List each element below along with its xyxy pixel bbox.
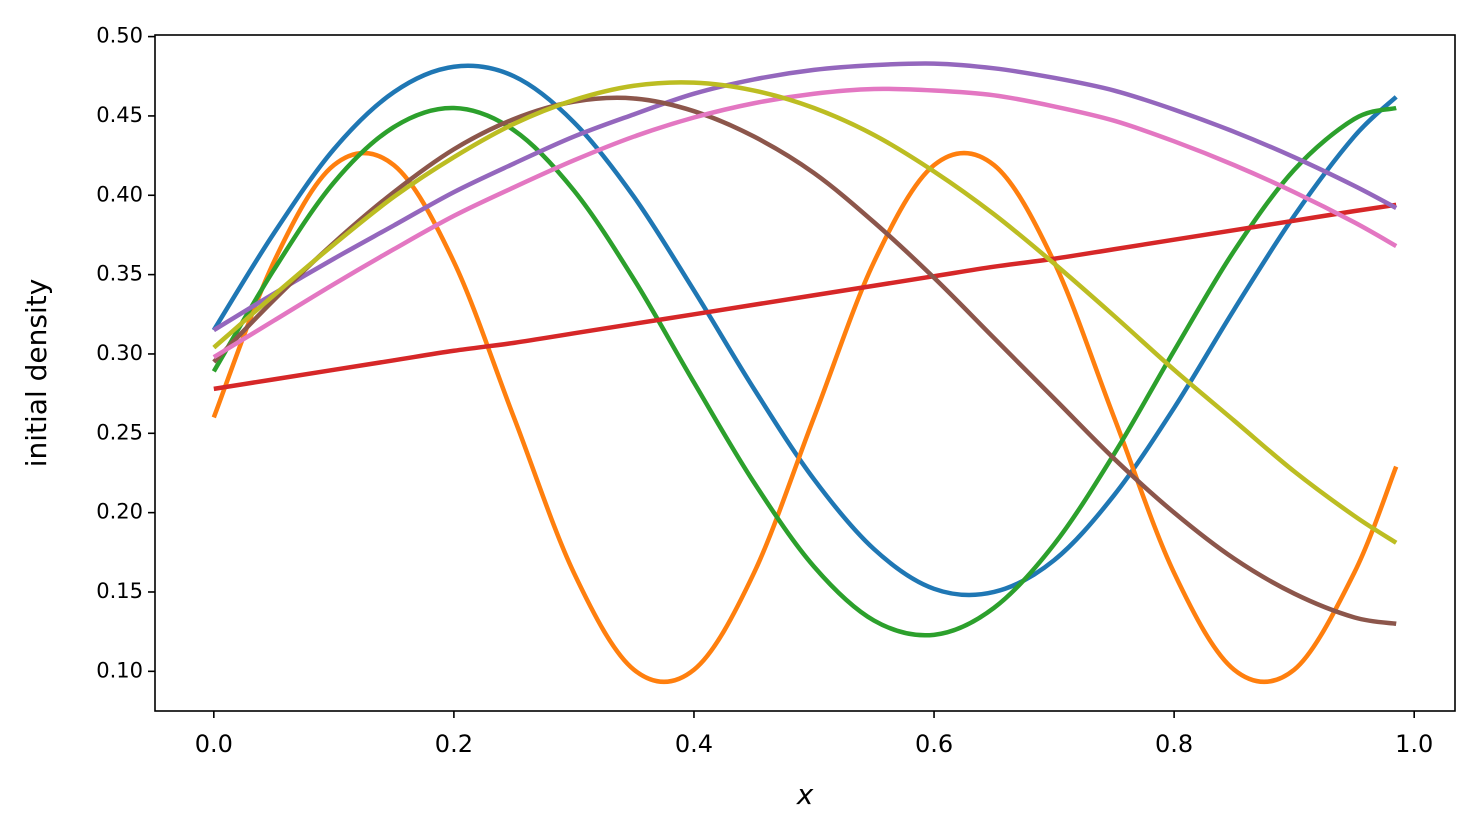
x-tick-label: 0.6	[915, 730, 953, 758]
line-series	[213, 202, 1397, 392]
x-tick-label: 0.4	[675, 730, 713, 758]
axes-frame	[154, 34, 1456, 712]
y-tick-label: 0.50	[96, 24, 143, 48]
line-series	[212, 95, 1397, 626]
y-axis-label: initial density	[20, 279, 53, 468]
x-tick-label: 1.0	[1395, 730, 1433, 758]
line-series	[211, 105, 1397, 638]
line-series	[212, 61, 1398, 333]
x-tick-label: 0.2	[435, 730, 473, 758]
y-tick-label: 0.25	[96, 420, 143, 444]
y-tick-label: 0.20	[96, 500, 143, 524]
line-series	[211, 150, 1399, 684]
y-tick-label: 0.40	[96, 182, 143, 206]
y-tick-label: 0.45	[96, 103, 143, 127]
y-tick-label: 0.10	[96, 658, 143, 682]
y-tick-label: 0.30	[96, 341, 143, 365]
y-tick-label: 0.15	[96, 579, 143, 603]
plot-area	[211, 61, 1399, 684]
x-tick-label: 0.8	[1155, 730, 1193, 758]
line-series	[211, 63, 1398, 598]
x-tick-label: 0.0	[195, 730, 233, 758]
line-series	[212, 80, 1398, 545]
y-tick-label: 0.35	[96, 262, 143, 286]
line-series	[212, 86, 1398, 360]
x-axis-label: x	[796, 778, 814, 811]
